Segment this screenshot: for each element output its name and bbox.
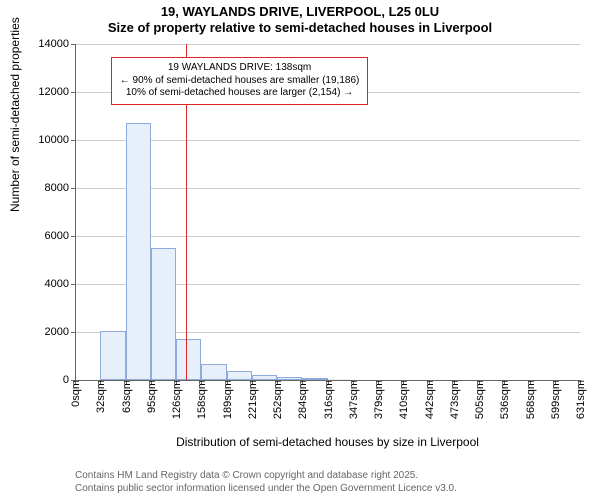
callout-line: 10% of semi-detached houses are larger (… <box>120 87 360 100</box>
x-tick-label: 126sqm <box>169 380 183 419</box>
x-tick-label: 316sqm <box>321 380 335 419</box>
x-tick-label: 32sqm <box>93 380 107 413</box>
y-tick-label: 8000 <box>45 182 75 194</box>
histogram-bar <box>227 371 252 380</box>
y-tick-label: 10000 <box>38 134 75 146</box>
chart-container: 19, WAYLANDS DRIVE, LIVERPOOL, L25 0LU S… <box>0 0 600 500</box>
histogram-bar <box>201 364 226 380</box>
x-tick-label: 284sqm <box>295 380 309 419</box>
histogram-bar <box>151 248 176 380</box>
x-tick-label: 410sqm <box>396 380 410 419</box>
y-tick-label: 14000 <box>38 38 75 50</box>
x-axis-title: Distribution of semi-detached houses by … <box>75 435 580 449</box>
x-tick-label: 568sqm <box>523 380 537 419</box>
attribution-footer: Contains HM Land Registry data © Crown c… <box>75 470 457 495</box>
x-tick-label: 189sqm <box>220 380 234 419</box>
y-tick-label: 6000 <box>45 230 75 242</box>
histogram-bar <box>126 123 151 380</box>
x-tick-label: 473sqm <box>447 380 461 419</box>
x-axis-line <box>75 380 580 381</box>
gridline <box>75 140 580 141</box>
gridline <box>75 236 580 237</box>
x-tick-label: 0sqm <box>68 380 82 407</box>
y-tick-label: 12000 <box>38 86 75 98</box>
x-tick-label: 536sqm <box>497 380 511 419</box>
chart-title: 19, WAYLANDS DRIVE, LIVERPOOL, L25 0LU S… <box>0 0 600 37</box>
x-tick-label: 63sqm <box>119 380 133 413</box>
x-tick-label: 158sqm <box>194 380 208 419</box>
y-axis-line <box>75 44 76 380</box>
x-tick-label: 221sqm <box>245 380 259 419</box>
x-tick-label: 347sqm <box>346 380 360 419</box>
gridline <box>75 44 580 45</box>
x-tick-label: 505sqm <box>472 380 486 419</box>
y-tick-label: 2000 <box>45 326 75 338</box>
title-line-2: Size of property relative to semi-detach… <box>0 20 600 36</box>
gridline <box>75 188 580 189</box>
histogram-bar <box>176 339 201 380</box>
x-tick-label: 95sqm <box>144 380 158 413</box>
title-line-1: 19, WAYLANDS DRIVE, LIVERPOOL, L25 0LU <box>0 4 600 20</box>
x-tick-label: 631sqm <box>573 380 587 419</box>
x-tick-label: 442sqm <box>422 380 436 419</box>
x-tick-label: 252sqm <box>270 380 284 419</box>
x-tick-label: 599sqm <box>548 380 562 419</box>
property-callout: 19 WAYLANDS DRIVE: 138sqm← 90% of semi-d… <box>111 57 369 105</box>
x-tick-label: 379sqm <box>371 380 385 419</box>
plot-area: 020004000600080001000012000140000sqm32sq… <box>75 44 580 380</box>
callout-line: 19 WAYLANDS DRIVE: 138sqm <box>120 62 360 75</box>
y-tick-label: 4000 <box>45 278 75 290</box>
callout-line: ← 90% of semi-detached houses are smalle… <box>120 75 360 88</box>
footer-line-1: Contains HM Land Registry data © Crown c… <box>75 470 457 483</box>
footer-line-2: Contains public sector information licen… <box>75 483 457 496</box>
histogram-bar <box>100 331 125 380</box>
